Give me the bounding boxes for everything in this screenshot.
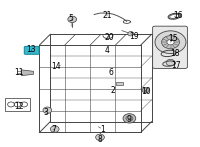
Text: 8: 8 bbox=[98, 135, 102, 144]
FancyBboxPatch shape bbox=[24, 46, 39, 54]
Circle shape bbox=[50, 126, 59, 132]
Circle shape bbox=[123, 114, 136, 123]
Circle shape bbox=[126, 116, 133, 121]
Text: 17: 17 bbox=[172, 61, 181, 70]
Circle shape bbox=[142, 88, 149, 93]
Circle shape bbox=[155, 31, 186, 54]
Text: 1: 1 bbox=[101, 125, 105, 134]
Text: 10: 10 bbox=[141, 87, 150, 96]
Text: 2: 2 bbox=[111, 86, 115, 95]
Circle shape bbox=[166, 59, 175, 66]
Text: 9: 9 bbox=[126, 115, 131, 124]
Text: 4: 4 bbox=[105, 46, 109, 55]
Text: 18: 18 bbox=[170, 49, 179, 58]
Text: 12: 12 bbox=[14, 102, 23, 111]
Text: 14: 14 bbox=[51, 62, 61, 71]
Circle shape bbox=[167, 40, 174, 45]
FancyBboxPatch shape bbox=[153, 26, 187, 68]
Text: 6: 6 bbox=[108, 68, 113, 77]
Text: 7: 7 bbox=[51, 125, 56, 134]
Text: 20: 20 bbox=[104, 33, 114, 42]
Text: 19: 19 bbox=[129, 32, 139, 41]
FancyBboxPatch shape bbox=[116, 82, 123, 85]
Text: 15: 15 bbox=[169, 34, 178, 43]
Text: 16: 16 bbox=[174, 11, 183, 20]
Polygon shape bbox=[22, 70, 33, 76]
Text: 13: 13 bbox=[27, 45, 36, 54]
Text: 11: 11 bbox=[14, 68, 23, 77]
Text: 21: 21 bbox=[102, 11, 112, 20]
Circle shape bbox=[162, 36, 179, 49]
Text: 5: 5 bbox=[69, 14, 74, 23]
Circle shape bbox=[96, 134, 104, 141]
Text: 3: 3 bbox=[43, 108, 48, 117]
Circle shape bbox=[128, 32, 134, 36]
Circle shape bbox=[68, 16, 77, 22]
Circle shape bbox=[43, 107, 52, 113]
